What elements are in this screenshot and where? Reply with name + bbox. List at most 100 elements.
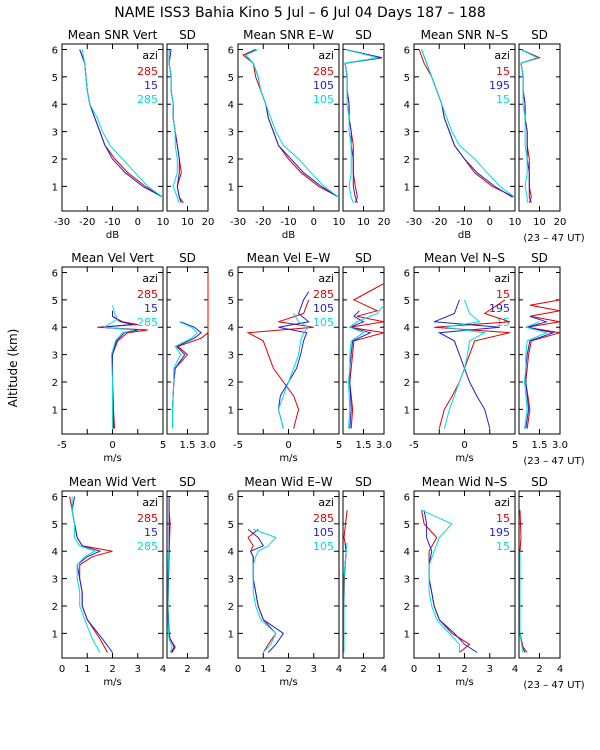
altitude-axis-label: Altitude (km) [6,329,20,408]
panel-title: SD [355,251,372,265]
x-tick-label: 3 [487,664,493,675]
series-cyan-line [71,496,101,653]
y-tick-label: 6 [404,268,410,279]
azi-entry: 15 [496,288,510,301]
x-tick-label: 4 [512,664,518,675]
x-tick-label: 4 [160,664,166,675]
plot-frame [166,490,209,659]
x-axis-label: m/s [279,453,297,464]
panel-title: SD [179,475,196,489]
series-red-line [69,496,113,653]
series-cyan-line [421,509,460,653]
azi-entry: 15 [496,512,510,525]
series-cyan-line [244,49,340,198]
panel-10: SD 1.5 3.0 [342,251,392,451]
x-tick-label: 3.0 [200,440,216,451]
y-tick-label: 6 [404,45,410,56]
panel-title: SD [531,28,548,42]
y-tick-label: 1 [228,405,234,416]
y-tick-label: 4 [228,323,234,334]
y-tick-label: 4 [228,100,234,111]
y-tick-label: 5 [52,73,58,84]
panel-title: Mean Vel Vert [71,251,154,265]
series-cyan-line [277,313,310,429]
x-tick-label: 1 [84,664,90,675]
azi-header: azi [494,272,510,285]
series-cyan-line [252,528,277,653]
azi-entry: 285 [313,65,334,78]
y-tick-label: 2 [404,155,410,166]
y-tick-label: 5 [404,73,410,84]
x-tick-label: 2 [184,664,190,675]
azi-entry: 15 [496,93,510,106]
series-blue-line [525,315,556,429]
series-blue-line [423,510,478,653]
y-tick-label: 6 [228,268,234,279]
panel-16: SD 2 4 [342,475,387,675]
series-red-line [247,528,277,653]
y-tick-label: 4 [228,547,234,558]
azi-header: azi [142,272,158,285]
azi-entry: 105 [313,93,334,106]
x-tick-label: 2 [536,664,542,675]
azi-header: azi [494,496,510,509]
azi-entry: 285 [137,65,158,78]
panel-title: SD [179,28,196,42]
panel-title: Mean SNR E–W [243,28,334,42]
y-tick-label: 6 [404,492,410,503]
x-tick-label: -20 [431,217,447,228]
azi-header: azi [142,49,158,62]
series-blue-line [434,299,500,429]
x-tick-label: -5 [57,440,67,451]
x-tick-label: -30 [54,217,70,228]
azi-entry: 195 [489,526,510,539]
x-tick-label: 1.5 [356,440,372,451]
series-red-line [519,510,528,653]
series-red-line [349,282,385,429]
series-cyan-line [81,49,164,198]
azi-entry: 15 [144,526,158,539]
series-cyan-line [347,304,385,429]
panel-title: Mean Vel N–S [424,251,505,265]
series-blue-line [172,321,203,429]
y-tick-label: 4 [404,547,410,558]
panel-title: SD [531,475,548,489]
panel-1: Mean SNR Vert -30 -20 -10 0 10 1 2 3 4 5 6 dB azi 2851… [52,28,170,241]
azi-entry: 105 [313,540,334,553]
x-axis-label: m/s [455,677,473,688]
azi-entry: 285 [137,288,158,301]
x-tick-label: 4 [557,664,563,675]
x-tick-label: 4 [205,664,211,675]
x-tick-label: 10 [533,217,546,228]
y-tick-label: 5 [228,296,234,307]
x-tick-label: 20 [202,217,215,228]
x-tick-label: 1 [260,664,266,675]
panel-title: Mean SNR N–S [421,28,509,42]
x-axis-label: dB [106,230,119,241]
x-tick-label: 0 [135,217,141,228]
panel-14: SD 2 4 [166,475,211,675]
x-tick-label: 2 [461,664,467,675]
x-tick-label: 1 [436,664,442,675]
y-tick-label: 5 [52,296,58,307]
panel-title: Mean SNR Vert [68,28,158,42]
x-tick-label: -20 [79,217,95,228]
x-tick-label: 5 [160,440,166,451]
y-tick-label: 3 [52,575,58,586]
y-tick-label: 4 [404,100,410,111]
azi-entry: 15 [144,79,158,92]
x-axis-label: m/s [279,677,297,688]
time-footnote: (23 – 47 UT) [523,233,584,244]
y-tick-label: 2 [228,155,234,166]
series-cyan-line [421,49,516,198]
x-tick-label: 10 [181,217,194,228]
series-blue-line [520,49,539,203]
x-tick-label: 4 [381,664,387,675]
series-red-line [246,299,314,429]
panel-4: SD 10 20 [342,28,390,228]
series-red-line [525,299,561,429]
time-footnote: (23 – 47 UT) [523,456,584,467]
azi-entry: 285 [313,512,334,525]
